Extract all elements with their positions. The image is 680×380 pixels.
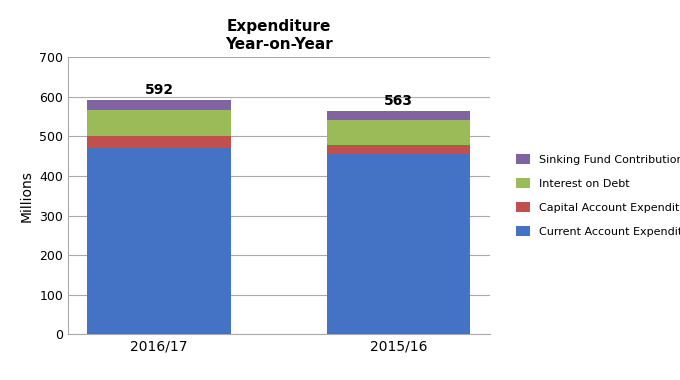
Y-axis label: Millions: Millions	[20, 170, 33, 222]
Bar	[326, 154, 471, 334]
Bar	[326, 120, 471, 145]
Bar	[87, 111, 231, 136]
Bar	[87, 136, 231, 148]
Text: 563: 563	[384, 94, 413, 108]
Title: Expenditure
Year-on-Year: Expenditure Year-on-Year	[225, 19, 333, 52]
Legend: Sinking Fund Contribution, Interest on Debt, Capital Account Expenditure, Curren: Sinking Fund Contribution, Interest on D…	[512, 150, 680, 242]
Bar	[326, 145, 471, 154]
Bar	[87, 148, 231, 334]
Bar	[87, 100, 231, 111]
Text: 592: 592	[144, 82, 173, 97]
Bar	[326, 111, 471, 120]
